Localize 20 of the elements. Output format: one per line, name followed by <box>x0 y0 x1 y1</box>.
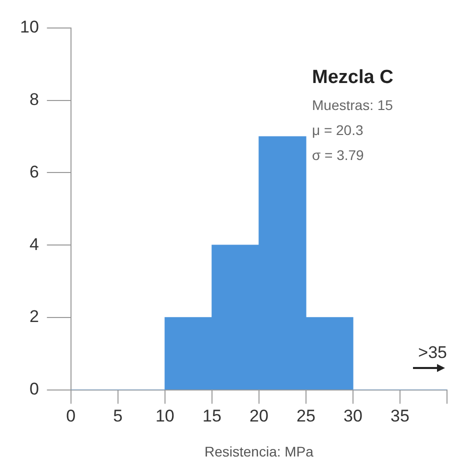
x-tick-label: 25 <box>296 406 316 426</box>
y-tick-label: 4 <box>29 234 39 254</box>
x-tick-label: 5 <box>113 406 123 426</box>
text: Mezcla C <box>312 67 394 88</box>
x-tick-label: 20 <box>249 406 268 426</box>
annotation: μ = 20.3 <box>312 122 364 138</box>
x-tick-label: 0 <box>66 406 76 426</box>
x-tick-label: 35 <box>390 406 410 426</box>
y-tick-label: 2 <box>29 307 39 326</box>
x-tick-label: 30 <box>344 406 362 426</box>
annotation: σ = 3.79 <box>312 147 364 163</box>
y-tick-label: 8 <box>29 90 39 110</box>
y-tick-label: 6 <box>29 162 39 182</box>
annotation: Muestras: 15 <box>312 97 394 113</box>
annotation: >35 <box>418 342 447 362</box>
x-tick-label: 10 <box>155 406 174 426</box>
y-tick-label: 0 <box>29 379 39 398</box>
x-axis-title: Resistencia: MPa <box>204 443 314 460</box>
x-tick-label: 15 <box>202 406 222 426</box>
y-tick-label: 10 <box>20 18 39 37</box>
